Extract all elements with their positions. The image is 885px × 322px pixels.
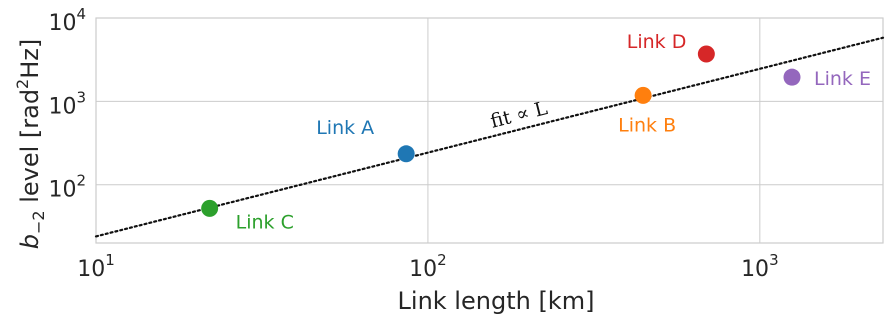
data-point <box>634 86 652 104</box>
y-axis-label-base: b <box>16 234 44 249</box>
y-tick-label: 102 <box>48 172 86 203</box>
fit-label: fit ∝ L <box>488 97 550 133</box>
point-label: Link D <box>627 31 687 53</box>
y-axis-label-text: level [rad <box>16 89 44 211</box>
y-axis-label: b−2 level [rad2Hz] <box>13 39 48 250</box>
y-axis-label-subscript: −2 <box>29 210 48 234</box>
point-label: Link A <box>316 117 374 139</box>
x-tick-label: 101 <box>77 251 115 282</box>
fit-line <box>94 36 885 238</box>
tick-labels: 101 102 103 102 103 104 <box>48 5 778 282</box>
y-axis-label-unit: Hz] <box>16 39 44 79</box>
plot-frame <box>95 17 884 244</box>
y-axis-label-superscript: 2 <box>13 79 32 89</box>
y-tick-label: 103 <box>48 88 86 119</box>
x-tick-label: 103 <box>741 251 779 282</box>
points-layer: Link A Link B Link C Link D Link E <box>201 31 871 233</box>
point-label: Link E <box>814 68 871 90</box>
data-point <box>397 145 415 163</box>
data-point <box>697 45 715 63</box>
data-point <box>783 68 801 86</box>
point-label: Link B <box>618 114 676 136</box>
y-tick-label: 104 <box>48 5 86 36</box>
data-point <box>201 199 219 217</box>
x-axis-label: Link length [km] <box>398 287 595 315</box>
point-label: Link C <box>236 211 294 233</box>
x-tick-label: 102 <box>409 251 447 282</box>
